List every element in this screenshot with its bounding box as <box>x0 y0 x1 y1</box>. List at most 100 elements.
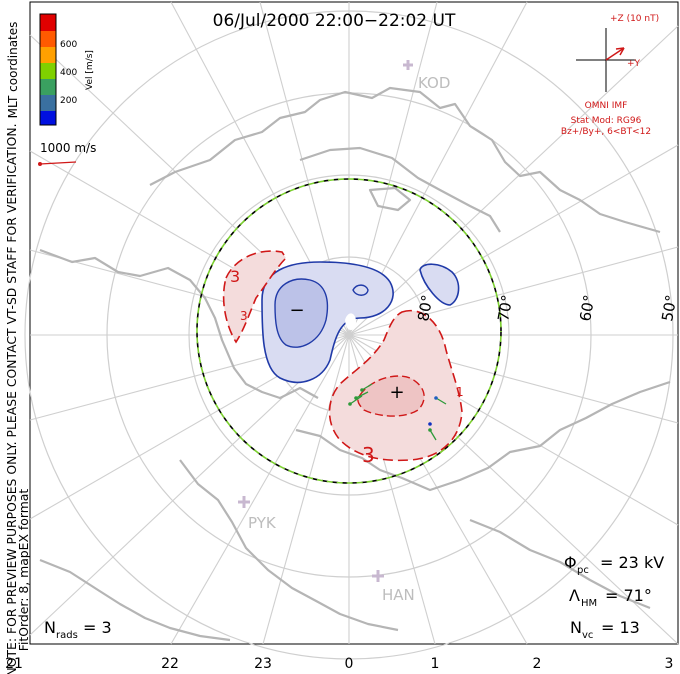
velocity-vectors <box>349 383 447 441</box>
meridian-21 <box>29 334 350 636</box>
contour-label-a: 3 <box>230 267 240 286</box>
imf-source: OMNI IMF <box>585 101 628 111</box>
meridian-8 <box>348 144 679 336</box>
station-han-label: HAN <box>382 586 415 604</box>
mlt-tick-2: 2 <box>533 656 542 672</box>
coastline-america <box>295 380 671 492</box>
stat-lambda-sub: HM <box>581 598 597 609</box>
stat-lambda-symbol: Λ <box>569 586 580 605</box>
colorbar-bin-6 <box>40 95 56 111</box>
colorbar-bin-4 <box>40 63 56 79</box>
stat-phi-sub: pc <box>577 565 589 576</box>
colorbar-tick-600: 600 <box>60 40 77 50</box>
stat-lambda-value: = 71° <box>605 586 652 605</box>
coastline-hudson <box>179 459 399 632</box>
colorbar-tick-200: 200 <box>60 96 77 106</box>
station-kod: KOD <box>403 60 450 92</box>
stat-nvc-value: = 13 <box>601 618 640 637</box>
vector <box>429 429 437 441</box>
imf-z-label: +Z (10 nT) <box>610 14 659 24</box>
mlt-tick-0: 0 <box>345 656 354 672</box>
stat-nrads: N rads = 3 <box>44 618 112 641</box>
vector-scale-line <box>39 161 77 165</box>
mlt-axis: 21 22 23 0 1 2 3 <box>5 656 673 672</box>
meridian-9 <box>348 25 679 336</box>
mlt-tick-3: 3 <box>665 656 674 672</box>
lat-label-70: 70° <box>494 293 516 322</box>
positive-cell-west <box>222 250 288 344</box>
stat-nvc-sub: vc <box>582 630 593 641</box>
vector-scale-bar <box>38 161 77 166</box>
imf-vector <box>605 47 625 61</box>
colorbar-unit: Vel [m/s] <box>85 50 95 90</box>
vector-dot <box>348 402 352 406</box>
vector-dots <box>348 388 438 432</box>
imf-model: Stat Mod: RG96 <box>571 116 642 126</box>
coastline-europe <box>39 248 319 400</box>
mlt-tick-23: 23 <box>254 656 272 672</box>
lat-label-50: 50° <box>658 293 680 322</box>
contour-label-c: 1 <box>456 385 464 399</box>
negative-cell-east <box>419 263 460 306</box>
lat-label-80: 80° <box>414 293 436 322</box>
colorbar-outline <box>39 13 57 126</box>
vector-dot <box>428 428 432 432</box>
coastline-islands-1 <box>368 186 412 212</box>
mlt-tick-21: 21 <box>5 656 23 672</box>
vector <box>349 395 363 405</box>
stat-phi-symbol: Φ <box>564 553 577 572</box>
stat-nrads-sub: rads <box>56 630 78 641</box>
lat-label-60: 60° <box>576 293 598 322</box>
contour-label-d: 3 <box>240 309 248 323</box>
imf-clock: +Z (10 nT) +Y OMNI IMF Stat Mod: RG96 Bz… <box>561 14 659 137</box>
velocity-colorbar: 600 400 200 Vel [m/s] <box>39 13 95 126</box>
stat-phi-pc: Φ pc = 23 kV <box>564 553 664 576</box>
stat-nrads-symbol: N <box>44 618 56 637</box>
preview-note: NOTE: FOR PREVIEW PURPOSES ONLY. PLEASE … <box>4 123 19 674</box>
imf-condition: Bz+/By+, 6<BT<12 <box>561 127 651 137</box>
vector <box>355 391 369 399</box>
coastline-bottom <box>39 558 231 642</box>
station-pyk: PYK <box>238 496 277 532</box>
station-kod-label: KOD <box>418 74 450 92</box>
colorbar-tick-400: 400 <box>60 68 77 78</box>
coastline-greenland <box>299 146 501 233</box>
colorbar-bin-7 <box>40 111 56 125</box>
stat-nvc-symbol: N <box>570 618 582 637</box>
coastline-north-asia <box>149 86 661 234</box>
colorbar-bin-2 <box>40 31 56 47</box>
negative-cell-small <box>352 284 369 296</box>
stat-nrads-value: = 3 <box>83 618 112 637</box>
station-pyk-label: PYK <box>248 514 277 532</box>
negative-cell-inner <box>274 278 329 348</box>
vector <box>435 397 447 405</box>
station-kod-icon <box>403 60 413 70</box>
coords-label: MLT coordinates <box>6 22 20 119</box>
positive-cell-inner <box>357 375 425 417</box>
station-han-icon <box>372 570 384 582</box>
imf-vector-head <box>615 47 625 56</box>
negative-marker: − <box>289 300 304 321</box>
vector-dot <box>360 388 364 392</box>
vector <box>361 383 373 391</box>
mlt-tick-1: 1 <box>431 656 440 672</box>
mlt-tick-22: 22 <box>161 656 179 672</box>
meridian-22 <box>170 334 350 645</box>
station-han: HAN <box>372 570 415 604</box>
coastline-right <box>469 518 651 610</box>
polar-gap <box>345 313 356 330</box>
stat-phi-value: = 23 kV <box>600 553 664 572</box>
fit-order-label: FitOrder: 8, mapEX format <box>16 489 31 652</box>
plot-title: 06/Jul/2000 22:00−22:02 UT <box>213 11 456 31</box>
vector-dot <box>354 396 358 400</box>
station-pyk-icon <box>238 496 250 508</box>
imf-y-label: +Y <box>627 59 641 69</box>
meridian-23 <box>262 334 350 645</box>
vector-dot <box>428 422 432 426</box>
contour-label-b: 3 <box>362 443 375 467</box>
stat-nvc: N vc = 13 <box>570 618 640 641</box>
vector-dot <box>434 396 438 400</box>
colorbar-bin-5 <box>40 79 56 95</box>
hm-boundary-green <box>196 178 502 484</box>
